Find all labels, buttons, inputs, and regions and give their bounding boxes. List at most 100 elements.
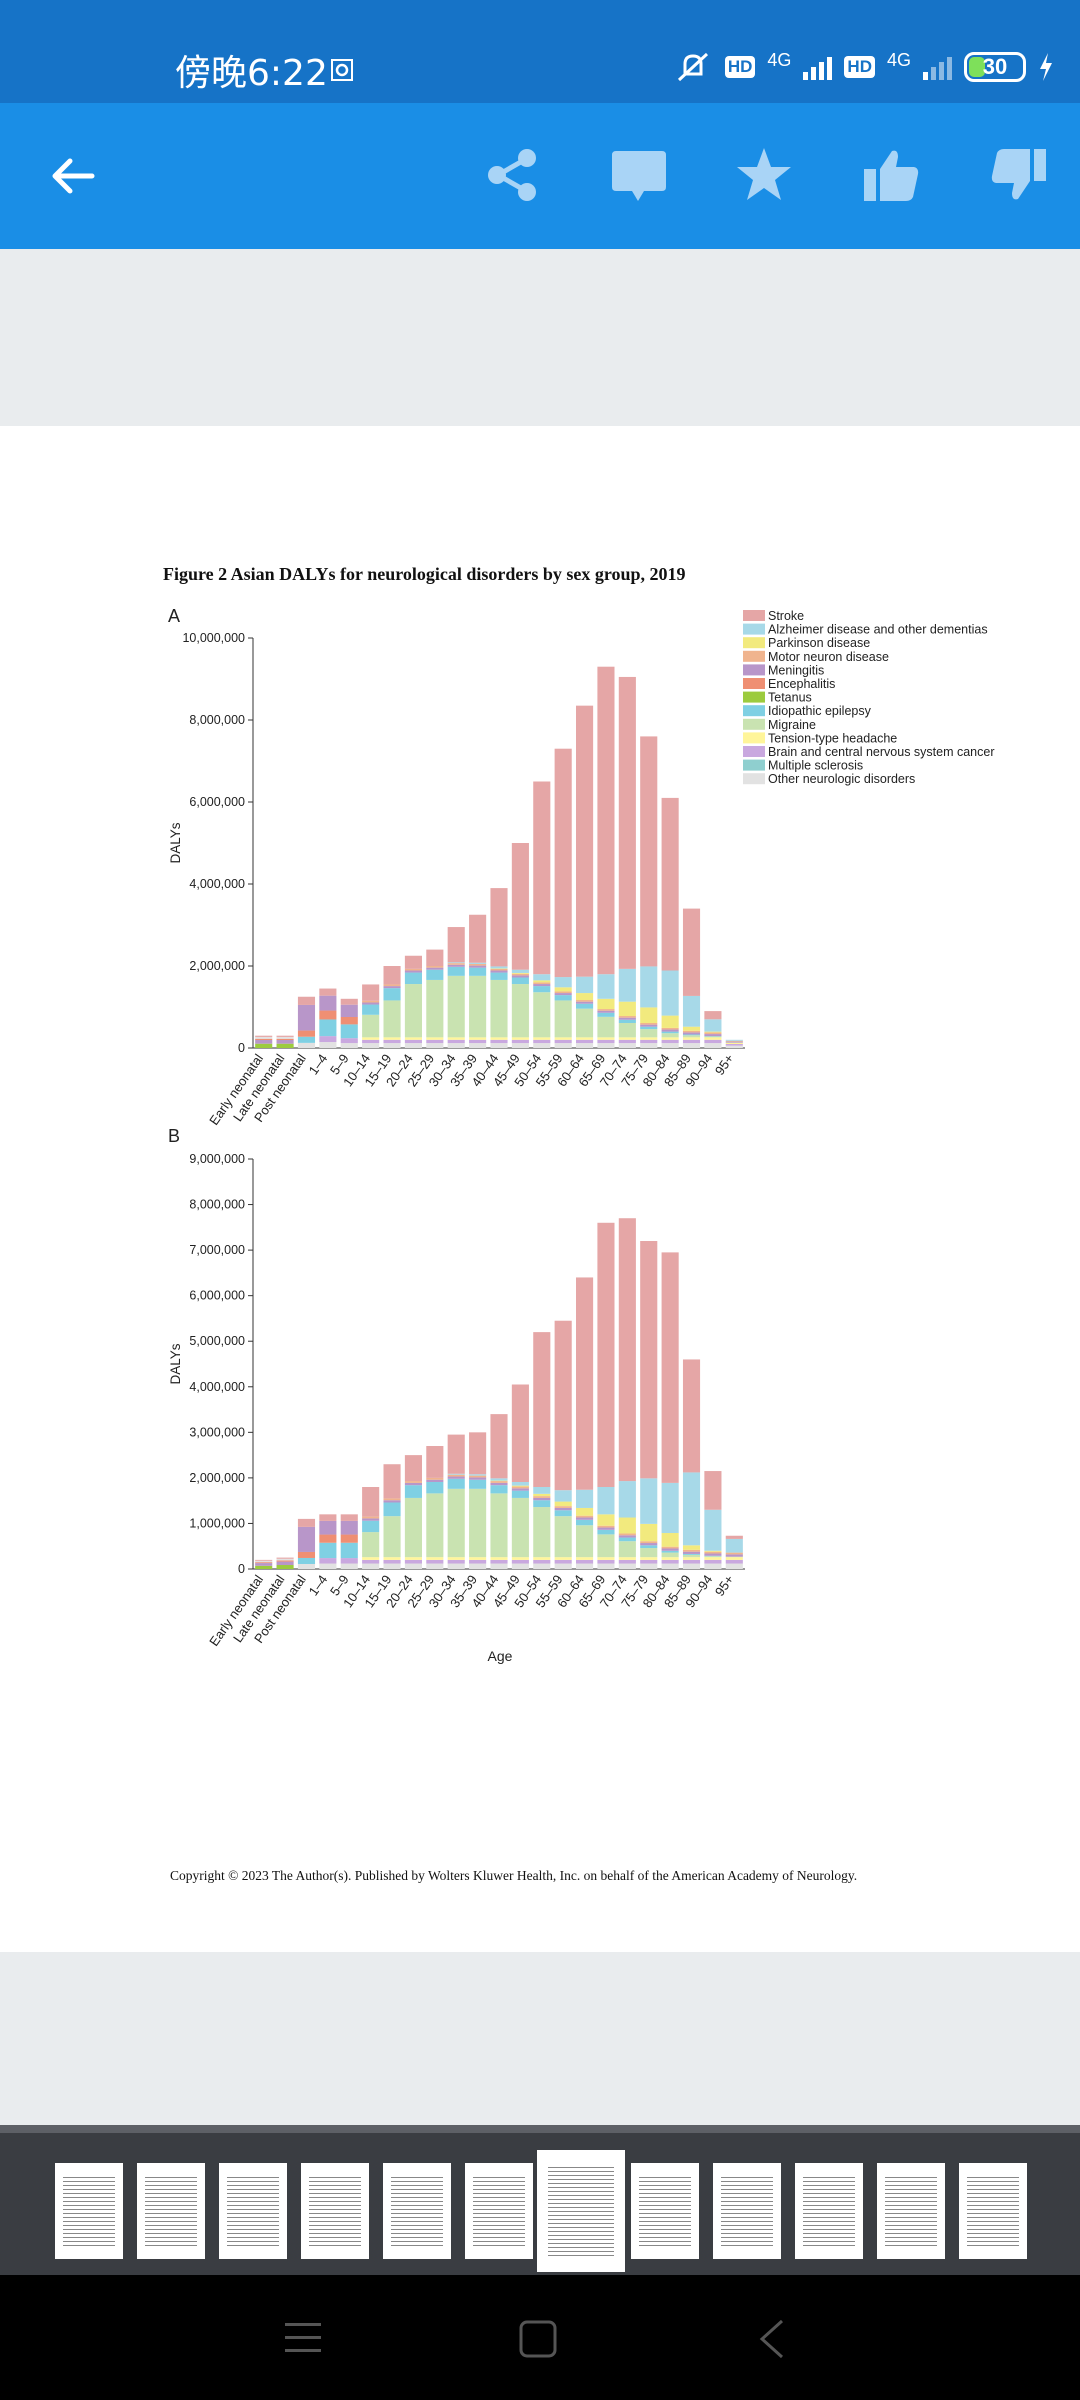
bar-segment [362,1532,380,1558]
bar-segment [661,1252,679,1483]
page-thumbnail[interactable] [55,2163,123,2259]
bar-segment [383,984,401,987]
bar-segment [511,1043,529,1048]
bar-segment [640,1559,658,1564]
y-tick-label: 3,000,000 [189,1425,245,1439]
bar-segment [554,1490,572,1502]
bar-segment [554,748,572,978]
bar-segment [661,1546,679,1549]
share-icon[interactable] [484,147,540,203]
legend-swatch [743,718,765,730]
bar-segment [426,1557,444,1560]
bar-segment [511,977,529,985]
bar-segment [490,1478,508,1481]
bar-segment [319,1563,337,1569]
bar-segment [404,1497,422,1558]
bar-segment [490,1414,508,1479]
page-thumbnail[interactable] [877,2163,945,2259]
bar-segment [576,1525,594,1558]
y-axis-label: DALYs [168,822,183,863]
bar-segment [362,1516,380,1519]
thumb-down-icon[interactable] [990,147,1048,203]
page-thumbnail[interactable] [959,2163,1027,2259]
bar-segment [640,1545,658,1549]
bar-segment [447,1557,465,1560]
bar-segment [725,1559,743,1564]
bar-segment [682,1549,701,1552]
bar-segment [404,1559,422,1564]
bar-segment [469,965,487,968]
thumbnail-content [309,2177,361,2249]
pdf-page[interactable]: Figure 2 Asian DALYs for neurological di… [0,426,1080,1952]
bar-segment [682,1472,701,1546]
bar-segment [682,1545,701,1550]
bar-segment [255,1036,273,1039]
bar-segment [469,963,487,966]
thumb-up-icon[interactable] [862,147,920,203]
back-icon[interactable] [756,2317,786,2361]
bar-segment [682,1554,701,1558]
page-thumbnail[interactable] [383,2163,451,2259]
bar-segment [554,1559,572,1564]
home-icon[interactable] [518,2319,558,2359]
bar-segment [362,1014,380,1038]
back-arrow-icon[interactable] [48,151,98,201]
bar-segment [511,1384,529,1482]
hd-badge-2: HD [844,56,875,78]
y-tick-label: 4,000,000 [189,877,245,891]
bar-segment [554,1320,572,1491]
bar-segment [511,1557,529,1560]
bar-segment [597,1557,615,1560]
charging-bolt-icon [1040,53,1052,81]
bar-segment [319,1542,337,1559]
bar-segment [661,1027,679,1030]
menu-icon[interactable] [283,2319,323,2355]
bar-segment [576,1515,594,1518]
bar-segment [469,962,487,964]
bar-segment [276,1561,294,1566]
bar-segment [597,1012,615,1017]
legend-swatch [743,650,765,662]
bar-segment [276,1040,294,1044]
bar-segment [404,1563,422,1569]
page-thumbnail[interactable] [631,2163,699,2259]
settings-gear-icon [331,59,353,81]
bar-segment [661,1550,679,1553]
page-thumbnail[interactable] [465,2163,533,2259]
bar-segment [682,1563,701,1569]
bar-segment [533,1557,551,1560]
bar-segment [511,1039,529,1044]
y-tick-label: 6,000,000 [189,1289,245,1303]
bar-segment [725,1045,743,1048]
bar-segment [297,1042,316,1048]
bar-segment [725,1557,743,1560]
bar-segment [576,1277,594,1490]
page-thumbnail[interactable] [219,2163,287,2259]
page-thumbnail[interactable] [301,2163,369,2259]
bar-segment [597,1487,615,1515]
comment-icon[interactable] [610,147,668,205]
bar-segment [661,1482,679,1534]
bar-segment [404,970,422,973]
page-thumbnail[interactable] [713,2163,781,2259]
thumbnail-content [803,2177,855,2249]
bar-segment [533,1563,551,1569]
page-thumbnail[interactable] [137,2163,205,2259]
bar-segment [661,797,679,971]
app-toolbar [0,103,1080,249]
bar-segment [383,1000,401,1038]
bar-segment [490,1043,508,1048]
y-tick-label: 0 [238,1041,245,1055]
bar-segment [640,1024,658,1027]
legend-entry: Encephalitis [768,677,835,691]
bar-segment [576,1043,594,1048]
bar-segment [704,1031,722,1033]
bar-segment [682,995,701,1027]
bar-segment [447,1488,465,1558]
star-icon[interactable] [734,145,794,205]
bar-segment [255,1563,273,1566]
page-thumbnail[interactable] [540,2153,622,2269]
page-thumbnail[interactable] [795,2163,863,2259]
bar-segment [533,1493,551,1497]
x-tick-label: 95+ [712,1572,737,1599]
